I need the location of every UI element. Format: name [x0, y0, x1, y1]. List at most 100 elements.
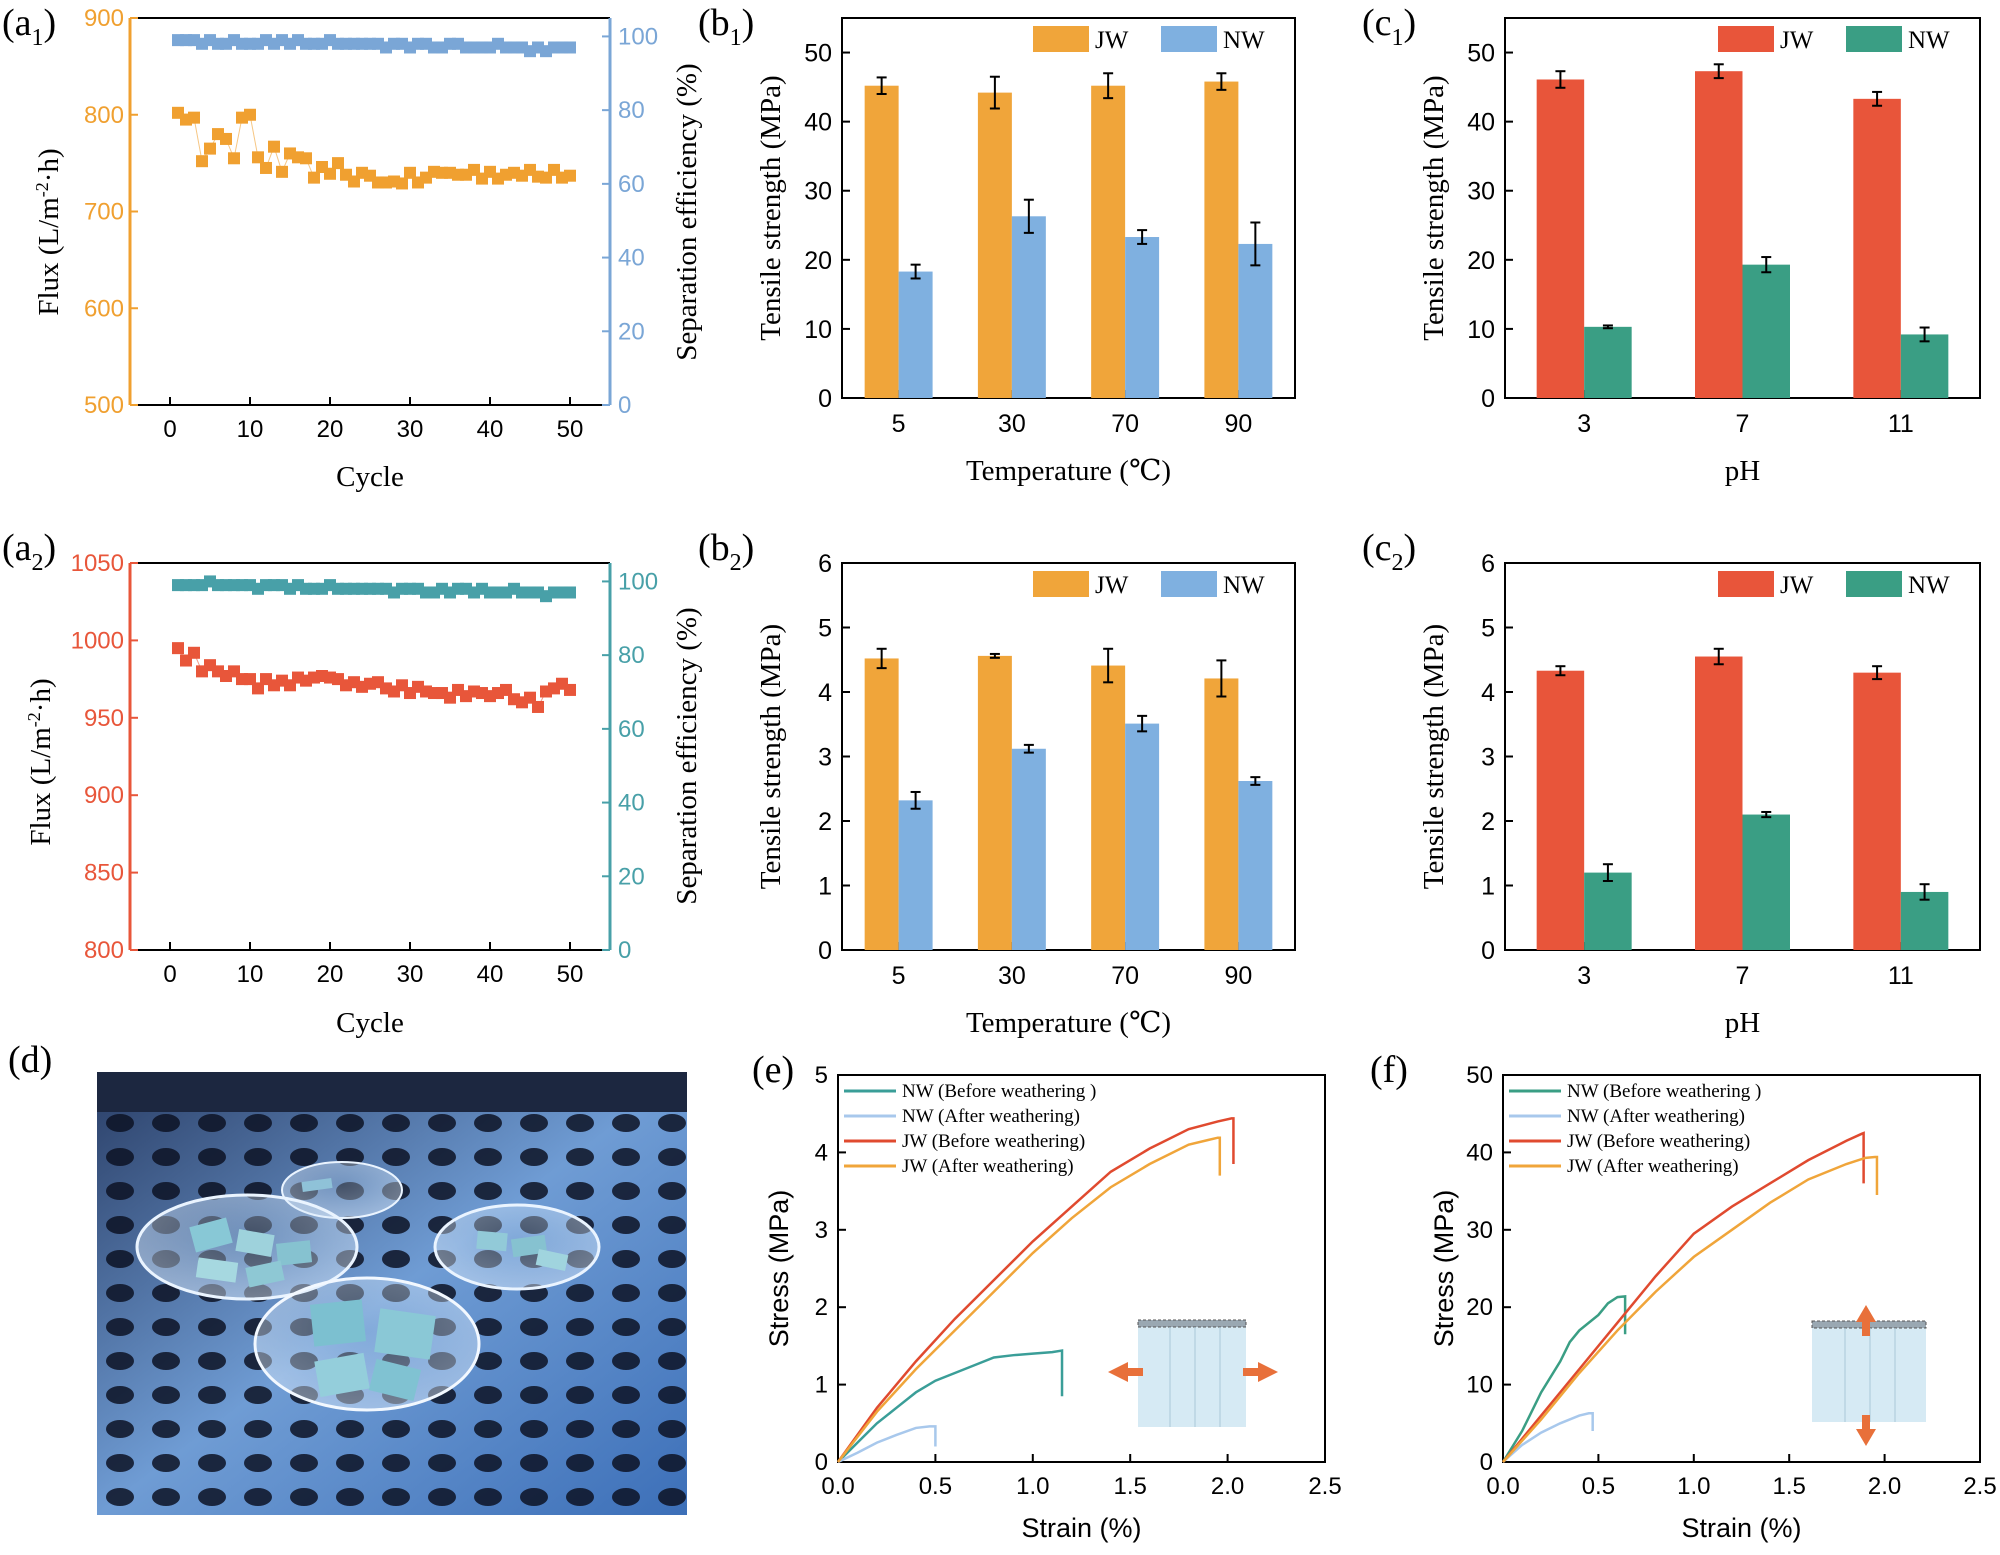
c1-y-tick-label: 10	[1467, 316, 1495, 344]
a2-y-right-tick-label: 0	[618, 937, 631, 964]
a1-y-right-label: Separation efficiency (%)	[671, 63, 703, 360]
c1-x-label: pH	[1725, 455, 1761, 487]
a2-y-left-tick-label: 850	[84, 860, 124, 887]
panel-c2-label-sub: 2	[1392, 550, 1404, 576]
a2-y-left-tick-label: 950	[84, 705, 124, 732]
e-y-tick-label: 4	[815, 1139, 828, 1166]
petri-dish-photo	[97, 1072, 687, 1515]
panel-a1-label-close: )	[44, 2, 57, 44]
panel-c1-chart: 0 10 20 30 40 50 3 7 11 JW NW Tensile strength (MPa…	[1418, 17, 1981, 487]
e-y-tick-label: 1	[815, 1372, 828, 1399]
e-legend-label: JW (Before weathering)	[902, 1131, 1085, 1152]
e-x-label: Strain (%)	[1021, 1513, 1141, 1543]
c2-bar-jw	[1536, 670, 1585, 950]
e-curve	[837, 1425, 937, 1464]
a1-x-tick-label: 30	[397, 416, 424, 443]
panel-d-photo	[97, 1072, 687, 1515]
b1-bar-jw	[1091, 85, 1126, 398]
b2-bar-jw	[1091, 665, 1126, 950]
a1-ylabel-tail: ·h)	[33, 148, 65, 182]
e-x-tick-label: 2.5	[1308, 1473, 1341, 1500]
panel-b1-label-sub: 1	[730, 25, 742, 51]
a2-flux-point	[244, 673, 256, 686]
c2-y-label: Tensile strength (MPa)	[1418, 624, 1450, 889]
f-x-tick-label: 2.0	[1868, 1473, 1901, 1500]
b1-x-tick-label: 5	[892, 410, 906, 438]
a2-flux-point	[500, 683, 512, 696]
b2-x-label: Temperature (℃)	[966, 1007, 1171, 1039]
a1-ylabel-main: Flux (L/m	[33, 197, 65, 316]
b1-bar-jw	[977, 92, 1012, 399]
a1-y-right-tick-label: 100	[618, 23, 658, 50]
b1-bar-jw	[864, 85, 899, 398]
c1-bar-jw	[1853, 98, 1901, 398]
c1-legend-label: JW	[1780, 27, 1814, 54]
a1-y-right-tick-label: 0	[618, 392, 631, 419]
b1-bar-nw	[1011, 216, 1046, 398]
b1-bar-nw	[898, 271, 933, 398]
a2-x-tick-label: 0	[163, 961, 176, 988]
b2-x-tick-label: 70	[1111, 962, 1139, 990]
b2-bar-jw	[864, 658, 899, 950]
f-frame	[1502, 1074, 1981, 1463]
c1-x-tick-label: 3	[1577, 410, 1591, 438]
a1-ylabel-sup: -2	[32, 182, 52, 197]
panel-c1-label-close: )	[1404, 2, 1417, 44]
svg-text:(a2): (a2)	[2, 527, 56, 576]
a2-flux-point	[252, 682, 264, 695]
e-curve	[837, 1349, 1064, 1463]
e-x-tick-label: 0.0	[821, 1473, 854, 1500]
panel-label-c2: (c2)	[1362, 527, 1416, 576]
a2-flux-point	[524, 691, 536, 704]
f-y-tick-label: 20	[1466, 1294, 1493, 1321]
f-specimen-inset	[1811, 1305, 1927, 1446]
a1-flux-point	[564, 169, 576, 182]
b1-y-tick-label: 30	[804, 178, 832, 206]
a1-flux-point	[276, 165, 288, 178]
a1-x-tick-label: 0	[163, 416, 176, 443]
a2-flux-point	[564, 683, 576, 696]
b1-y-tick-label: 10	[804, 316, 832, 344]
c2-legend-swatch	[1846, 571, 1902, 597]
a2-y-left-tick-label: 1000	[71, 627, 124, 654]
panel-e-chart: 0.0 0.5 1.0 1.5 2.0 2.5 0 1 2 3 4 5 NW (Before weath…	[764, 1062, 1342, 1543]
c1-y-label: Tensile strength (MPa)	[1418, 75, 1450, 340]
e-curve	[837, 1136, 1222, 1463]
b2-legend-swatch	[1033, 571, 1089, 597]
panel-b2-label-sub: 2	[730, 550, 742, 576]
a1-y-right-tick-label: 60	[618, 171, 645, 198]
panel-a2-label-close: )	[44, 527, 57, 569]
e-x-tick-label: 2.0	[1211, 1473, 1244, 1500]
panel-b2-chart: 0 1 2 3 4 5 6 5 30 70 90 JW NW Tensile strength (MPa)…	[755, 550, 1296, 1039]
panel-label-a1: (a1)	[2, 2, 56, 51]
panel-label-b1: (b1)	[698, 2, 754, 51]
a2-flux-point	[188, 646, 200, 659]
b2-y-tick-label: 4	[818, 679, 832, 707]
b1-y-label: Tensile strength (MPa)	[755, 75, 787, 340]
svg-text:(c2): (c2)	[1362, 527, 1416, 576]
e-arrow-left-icon	[1108, 1362, 1143, 1382]
a1-flux-point	[252, 151, 264, 164]
a2-y-right-tick-label: 20	[618, 863, 645, 890]
c1-bar-nw	[1742, 264, 1790, 398]
b2-y-tick-label: 2	[818, 808, 832, 836]
a2-y-left-tick-label: 900	[84, 782, 124, 809]
b1-bar-nw	[1125, 237, 1160, 398]
a1-flux-point	[396, 177, 408, 190]
a2-y-left-label: Flux (L/m-2·h)	[24, 678, 57, 845]
f-x-label: Strain (%)	[1681, 1513, 1801, 1543]
e-y-tick-label: 0	[815, 1449, 828, 1476]
b2-bar-nw	[1238, 781, 1273, 950]
panel-b2-label: (b	[698, 527, 730, 569]
e-specimen-inset	[1108, 1319, 1278, 1427]
f-y-tick-label: 40	[1466, 1139, 1493, 1166]
panel-label-c1: (c1)	[1362, 2, 1416, 51]
a2-x-label: Cycle	[336, 1007, 404, 1039]
b1-y-tick-label: 50	[804, 40, 832, 68]
b1-y-tick-label: 0	[818, 385, 832, 413]
f-arrow-down-icon	[1856, 1415, 1876, 1446]
b2-y-tick-label: 5	[818, 615, 832, 643]
a2-plot-area: 0 10 20 30 40 50 800 850 900 950 1000 1050 0 20 40 60 80…	[71, 550, 658, 988]
a2-x-tick-label: 30	[397, 961, 424, 988]
a1-y-left-tick-label: 800	[84, 102, 124, 129]
